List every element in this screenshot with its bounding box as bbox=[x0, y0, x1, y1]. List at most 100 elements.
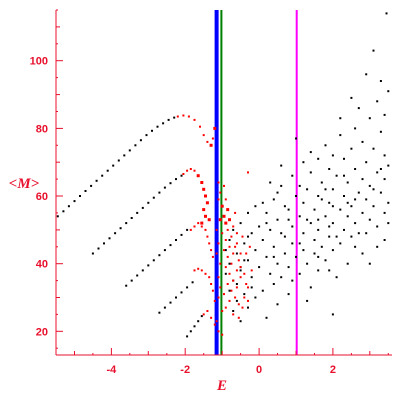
red-point-34 bbox=[200, 269, 203, 272]
black-point-78 bbox=[372, 147, 375, 150]
black-point-210 bbox=[339, 117, 342, 120]
red-point-30 bbox=[210, 249, 213, 252]
red-point-99 bbox=[235, 232, 238, 235]
black-point-168 bbox=[309, 286, 312, 289]
red-point-93 bbox=[219, 262, 222, 265]
black-point-77 bbox=[350, 147, 353, 150]
black-point-170 bbox=[287, 293, 290, 296]
black-point-136 bbox=[283, 235, 286, 238]
red-point-46 bbox=[217, 181, 220, 184]
black-point-143 bbox=[320, 245, 323, 248]
red-point-8 bbox=[213, 126, 217, 130]
red-point-43 bbox=[213, 323, 216, 326]
black-point-142 bbox=[243, 242, 246, 245]
black-point-115 bbox=[361, 211, 364, 214]
black-point-94 bbox=[320, 181, 323, 184]
black-point-104 bbox=[343, 195, 345, 197]
red-point-65 bbox=[237, 259, 240, 262]
black-point-172 bbox=[306, 299, 309, 302]
black-point-123 bbox=[309, 222, 312, 225]
black-point-31 bbox=[141, 206, 144, 209]
black-point-110 bbox=[350, 205, 353, 208]
black-point-166 bbox=[235, 283, 238, 285]
black-point-7 bbox=[95, 179, 98, 182]
red-point-80 bbox=[232, 313, 235, 316]
black-point-139 bbox=[261, 239, 264, 241]
red-point-78 bbox=[237, 303, 240, 306]
black-point-113 bbox=[313, 208, 316, 211]
black-point-68 bbox=[376, 100, 379, 103]
black-point-116 bbox=[265, 211, 268, 214]
black-point-32 bbox=[147, 201, 150, 204]
black-point-118 bbox=[298, 215, 301, 218]
black-point-74 bbox=[379, 130, 382, 133]
black-point-103 bbox=[317, 195, 320, 197]
black-point-59 bbox=[189, 330, 192, 333]
black-point-146 bbox=[331, 249, 334, 252]
x-tick-label--2: -2 bbox=[180, 364, 190, 376]
black-point-198 bbox=[354, 245, 357, 248]
red-point-16 bbox=[202, 187, 206, 191]
black-point-132 bbox=[365, 232, 368, 235]
black-point-187 bbox=[250, 286, 253, 289]
red-point-61 bbox=[228, 245, 231, 248]
red-point-28 bbox=[206, 235, 209, 238]
red-point-96 bbox=[217, 296, 220, 299]
red-point-2 bbox=[187, 115, 190, 118]
red-point-42 bbox=[210, 316, 213, 319]
black-point-67 bbox=[387, 90, 390, 93]
black-point-100 bbox=[357, 191, 360, 194]
red-point-98 bbox=[215, 320, 218, 323]
black-point-38 bbox=[180, 174, 183, 177]
y-tick-label-100: 100 bbox=[30, 56, 48, 68]
black-point-226 bbox=[320, 198, 323, 201]
red-point-50 bbox=[220, 204, 224, 208]
black-point-23 bbox=[97, 247, 100, 250]
red-point-104 bbox=[237, 316, 240, 319]
red-point-90 bbox=[215, 228, 218, 231]
red-point-40 bbox=[202, 313, 205, 316]
black-point-72 bbox=[354, 127, 357, 130]
black-point-76 bbox=[324, 144, 327, 147]
black-point-27 bbox=[119, 227, 122, 230]
black-point-212 bbox=[306, 218, 309, 221]
black-point-209 bbox=[309, 151, 312, 154]
black-point-176 bbox=[247, 211, 249, 214]
x-tick-label-0: 0 bbox=[256, 364, 262, 376]
black-point-86 bbox=[328, 168, 331, 170]
red-point-54 bbox=[224, 221, 228, 225]
black-point-6 bbox=[90, 184, 93, 187]
red-point-83 bbox=[239, 266, 242, 269]
red-point-33 bbox=[197, 267, 200, 270]
black-point-177 bbox=[239, 222, 242, 225]
black-point-129 bbox=[317, 228, 320, 231]
black-point-181 bbox=[235, 252, 238, 255]
black-point-9 bbox=[106, 169, 109, 172]
red-point-67 bbox=[224, 266, 227, 269]
black-point-134 bbox=[250, 232, 253, 235]
black-point-122 bbox=[276, 218, 279, 221]
black-point-52 bbox=[163, 306, 166, 309]
black-point-106 bbox=[272, 198, 275, 201]
black-point-195 bbox=[276, 191, 279, 194]
black-point-56 bbox=[186, 286, 189, 289]
black-point-11 bbox=[117, 159, 120, 162]
black-point-91 bbox=[335, 174, 338, 177]
black-point-92 bbox=[361, 178, 364, 181]
black-point-222 bbox=[324, 188, 327, 191]
red-point-56 bbox=[226, 228, 229, 231]
black-point-85 bbox=[387, 164, 390, 167]
red-point-31 bbox=[211, 255, 214, 258]
red-point-82 bbox=[247, 286, 249, 289]
red-point-12 bbox=[189, 168, 192, 170]
black-point-24 bbox=[103, 242, 105, 245]
black-point-29 bbox=[130, 217, 133, 219]
black-point-135 bbox=[328, 235, 331, 238]
red-point-32 bbox=[193, 269, 196, 272]
black-point-144 bbox=[272, 245, 275, 248]
vertical-reference-lines bbox=[214, 10, 298, 355]
black-point-15 bbox=[139, 139, 142, 142]
black-point-36 bbox=[169, 182, 172, 185]
black-point-47 bbox=[169, 244, 172, 247]
